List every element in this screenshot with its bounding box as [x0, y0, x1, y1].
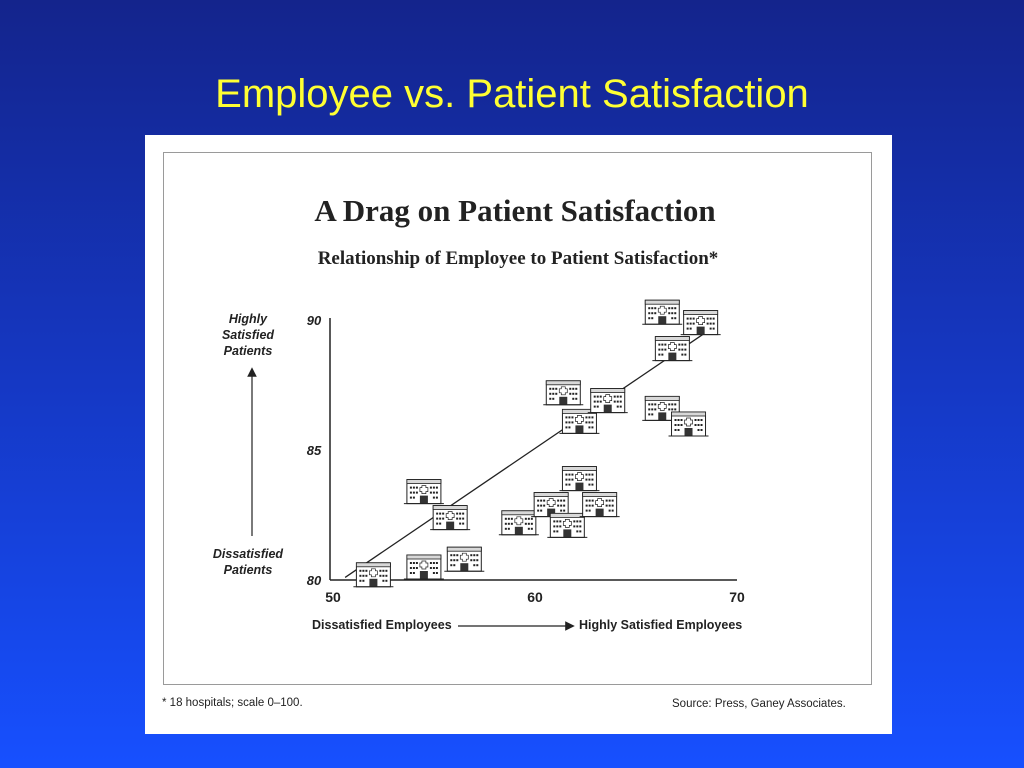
footnote: * 18 hospitals; scale 0–100.: [162, 697, 303, 709]
hospital-building-icon: [352, 562, 394, 588]
chart-title: A Drag on Patient Satisfaction: [314, 193, 716, 228]
y-axis-label-low-line: Patients: [223, 563, 273, 577]
y-tick-label: 85: [307, 443, 322, 458]
y-tick-label: 80: [307, 573, 322, 588]
source-note: Source: Press, Ganey Associates.: [672, 698, 846, 710]
x-axis-label-high: Highly Satisfied Employees: [579, 618, 743, 632]
hospital-building-icon: [680, 310, 722, 336]
y-axis-label-high: Highly Satisfied Patients: [208, 311, 288, 359]
y-axis-label-high-line: Satisfied: [221, 328, 275, 342]
x-tick-label: 50: [325, 589, 341, 605]
hospital-building-icon: [498, 510, 540, 536]
chart-frame: [163, 152, 872, 685]
hospital-building-icon: [443, 546, 485, 572]
x-tick-label: 60: [527, 589, 543, 605]
hospital-building-icon: [587, 388, 629, 414]
hospital-building-icon: [641, 299, 683, 325]
hospital-building-icon: [429, 505, 471, 531]
slide-title: Employee vs. Patient Satisfaction: [215, 72, 809, 116]
chart-subtitle: Relationship of Employee to Patient Sati…: [317, 248, 719, 269]
y-axis-label-low-line: Dissatisfied: [212, 547, 284, 561]
hospital-building-icon: [403, 479, 445, 505]
hospital-building-icon: [558, 466, 600, 492]
hospital-building-icon: [651, 336, 693, 362]
x-axis-label-low: Dissatisfied Employees: [312, 618, 452, 632]
hospital-building-icon: [668, 411, 710, 437]
y-axis-label-low: Dissatisfied Patients: [206, 546, 290, 578]
hospital-building-icon: [542, 380, 584, 406]
x-tick-label: 70: [729, 589, 745, 605]
hospital-building-icon: [579, 492, 621, 518]
y-tick-label: 90: [307, 313, 322, 328]
hospital-building-icon: [403, 554, 445, 580]
y-axis-label-high-line: Patients: [223, 344, 273, 358]
trend-line: [344, 329, 710, 578]
y-axis-label-high-line: Highly: [228, 312, 268, 326]
chart-panel: [145, 135, 892, 734]
